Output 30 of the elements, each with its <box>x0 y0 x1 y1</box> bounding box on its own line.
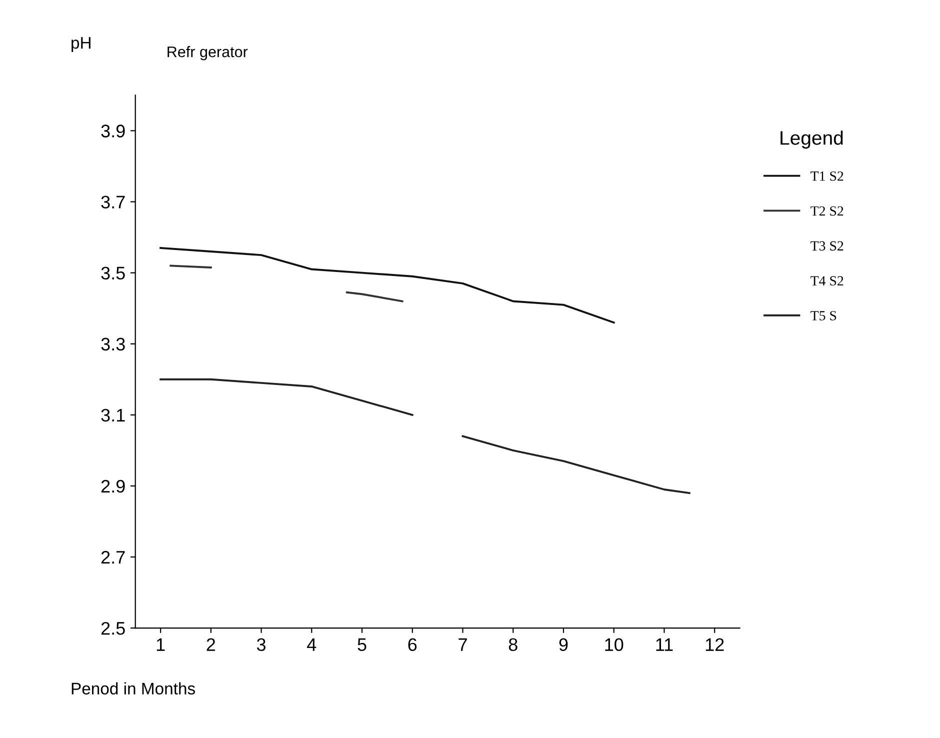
x-tick-label: 8 <box>508 638 518 652</box>
text: T3 S2 <box>810 241 844 251</box>
text: T4 S2 <box>810 276 844 286</box>
y-axis-title: pH <box>72 37 90 52</box>
x-tick-label: 6 <box>408 638 417 652</box>
legend-label: T2 S2 <box>810 206 844 216</box>
x-axis-title: Penod in Months <box>72 682 195 695</box>
legend-label: T1 S2 <box>810 171 844 181</box>
y-tick-label: 2.7 <box>101 550 125 564</box>
y-tick-label: 3.9 <box>101 124 125 138</box>
chart-title: Refr gerator <box>168 46 248 60</box>
y-tick-label: 2.9 <box>101 480 125 493</box>
legend-title: Legend <box>780 130 843 149</box>
y-tick-label: 3.7 <box>101 196 125 208</box>
y-tick-label: 3.5 <box>101 266 125 280</box>
x-tick-label: 11 <box>656 638 673 651</box>
y-tick-label: 2.5 <box>101 622 125 635</box>
y-tick-label: 3.3 <box>101 338 125 351</box>
x-tick-label: 1 <box>156 638 165 651</box>
x-tick-label: 2 <box>206 638 216 651</box>
x-tick-label: 7 <box>458 638 467 651</box>
x-tick-label: 5 <box>358 638 366 652</box>
y-tick-label: 3.1 <box>101 408 125 422</box>
x-tick-label: 3 <box>256 638 266 652</box>
x-tick-label: 10 <box>605 638 624 652</box>
x-tick-label: 4 <box>307 638 316 651</box>
legend-label: T5 S <box>810 311 836 320</box>
x-tick-label: 9 <box>559 638 568 652</box>
line-series <box>160 246 615 324</box>
x-tick-label: 12 <box>706 638 724 651</box>
